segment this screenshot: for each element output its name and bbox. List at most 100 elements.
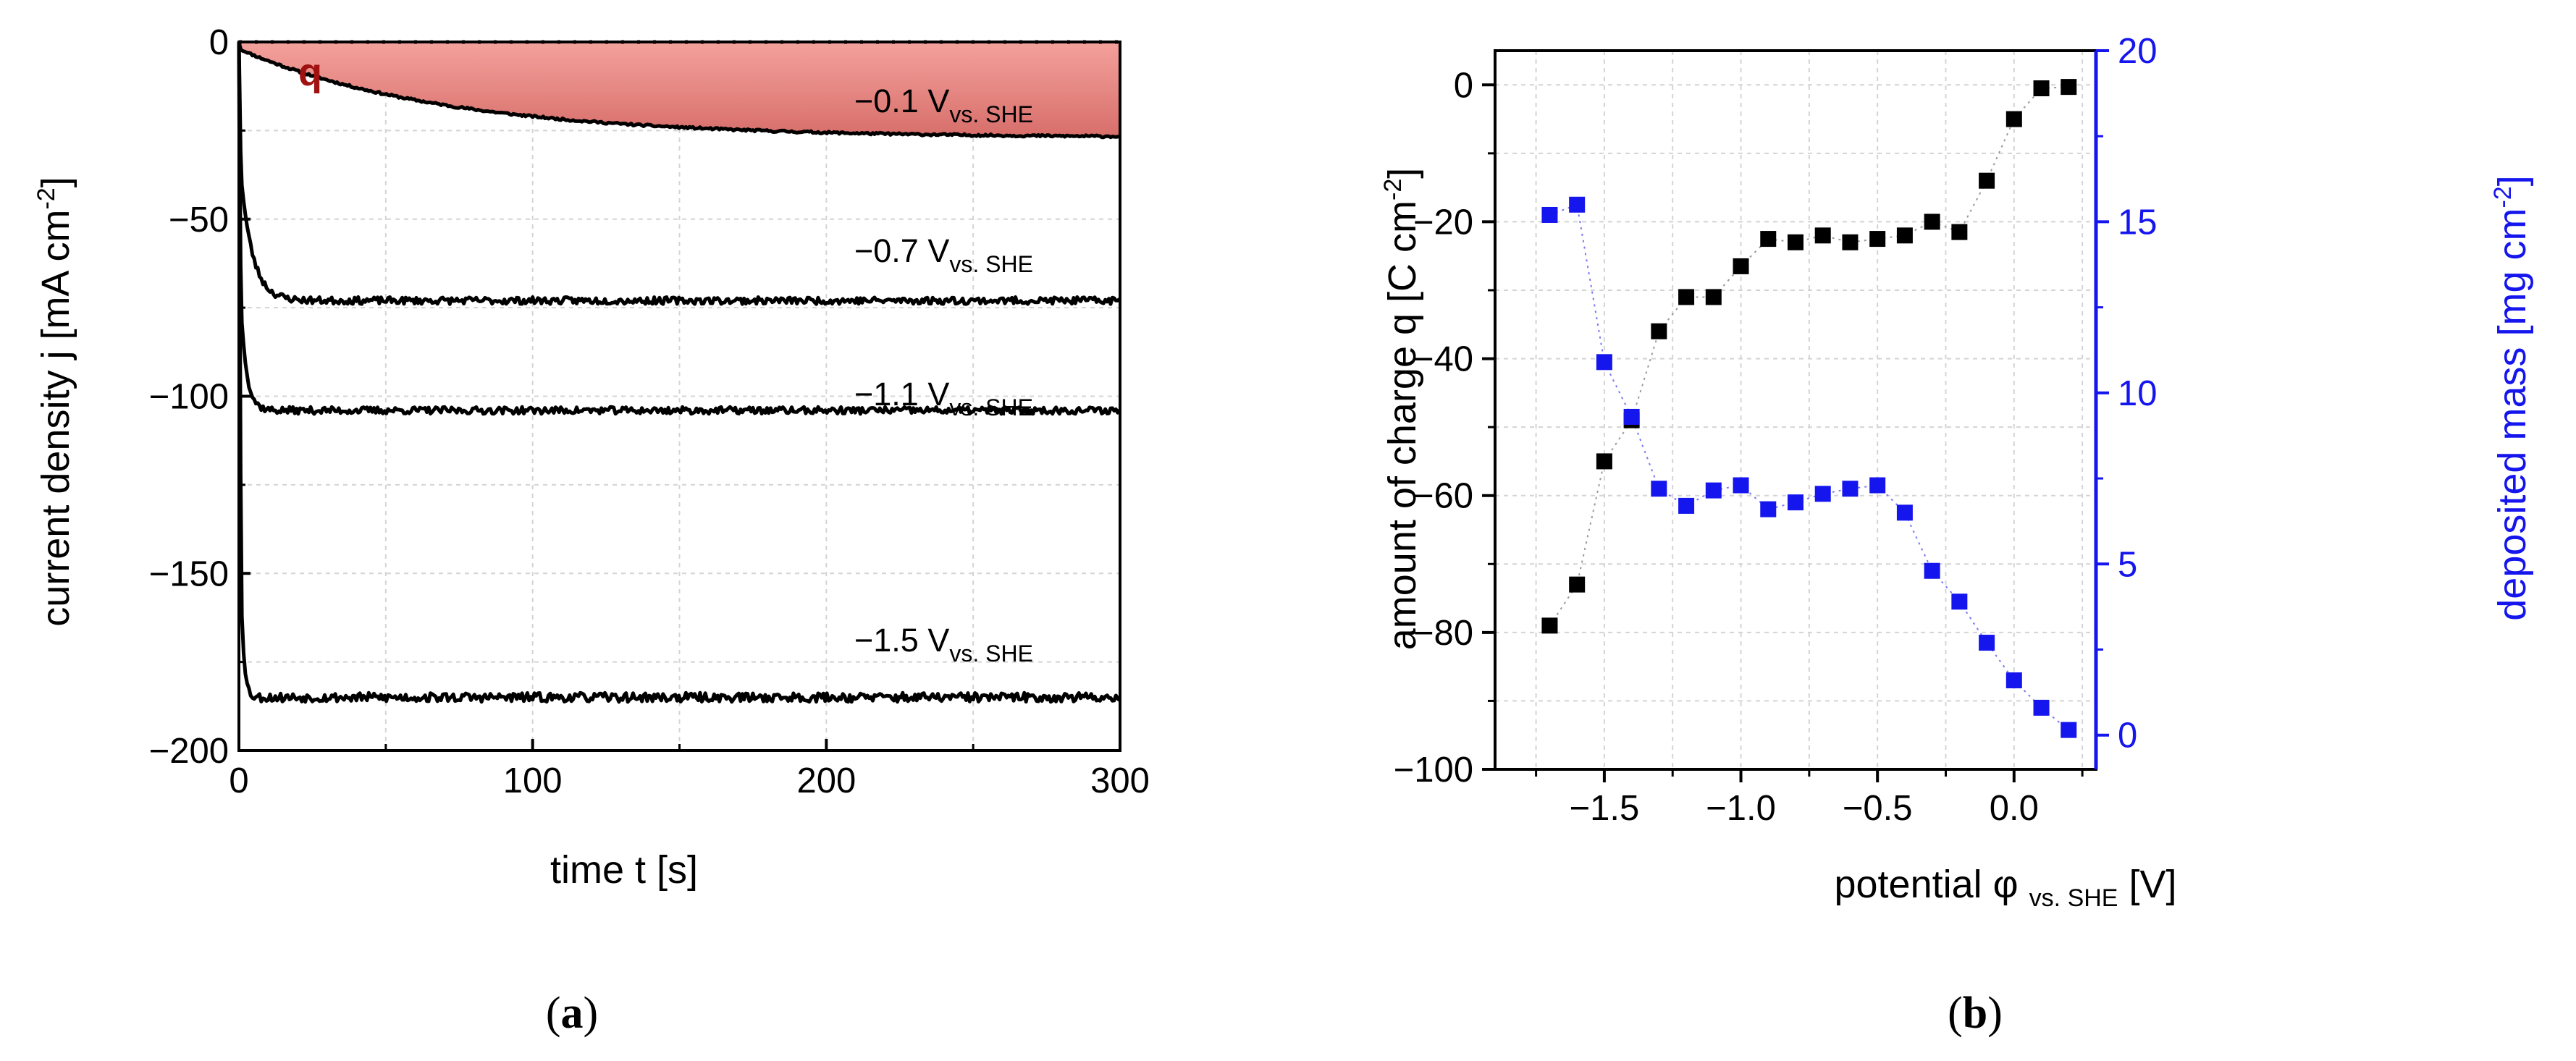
panel-b-x-axis-label-sub: vs. SHE <box>2029 884 2118 912</box>
panel-b-mass-point <box>2005 672 2022 689</box>
panel-b-y-axis-label-main: amount of charge q [C cm <box>1381 200 1424 650</box>
panel-b-mass-point <box>1842 481 1859 497</box>
panel-b-y-tick-label: 0 <box>1454 66 1473 105</box>
panel-b-mass-point <box>1541 206 1558 223</box>
panel-b-y-axis-label: amount of charge q [C cm-2] <box>1379 168 1424 651</box>
panel-b-x-axis-label: potential φ vs. SHE [V] <box>1834 863 2176 912</box>
panel-a-y-axis-label: current density j [mA cm-2] <box>33 177 77 626</box>
panel-a-curve-label-1-1: −1.1 Vvs. SHE <box>854 376 1033 420</box>
panel-b-mass-point <box>1760 501 1777 517</box>
panel-b-x-tick-label: 0.0 <box>1990 789 2039 828</box>
panel-b-y-tick-label: −100 <box>1394 751 1473 790</box>
panel-a-curve-label-0-1: −0.1 Vvs. SHE <box>854 83 1033 127</box>
panel-a-curve-label-1-1-sub: vs. SHE <box>949 394 1033 420</box>
panel-b-y2-axis-label-end: ] <box>2491 175 2534 186</box>
panel-b-charge-point <box>1705 289 1722 305</box>
panel-b-charge-point <box>2061 79 2077 96</box>
panel-b-chart: −1.5 −1.0 −0.5 0.0 0 −20 −40 −60 −80 −100 0 5 10 15… <box>1379 32 2534 1038</box>
panel-b-charge-point <box>1733 258 1749 274</box>
panel-b-x-ticks: −1.5 −1.0 −0.5 0.0 <box>1535 769 2084 828</box>
panel-b-mass-point <box>1651 481 1667 497</box>
panel-a-shaded-label-q: q <box>298 51 322 94</box>
panel-b-charge-point <box>1569 576 1586 593</box>
panel-b-y-tick-label: −80 <box>1413 614 1473 653</box>
panel-b-charge-point <box>1541 617 1558 634</box>
panel-b-y2-tick-label: 10 <box>2118 374 2158 413</box>
panel-a-caption-open: ( <box>546 989 561 1038</box>
panel-b-charge-point <box>1596 453 1612 470</box>
panel-b-mass-point <box>1951 593 1968 610</box>
panel-b-charge-point <box>1979 172 1995 189</box>
panel-b-gridlines <box>1495 51 2096 769</box>
panel-b-mass-point <box>2033 699 2050 716</box>
panel-b-y2-tick-label: 5 <box>2118 545 2137 584</box>
panel-a-curve-label-0-7: −0.7 Vvs. SHE <box>854 232 1033 277</box>
panel-b-y-axis-label-end: ] <box>1381 168 1424 179</box>
panel-b-charge-point <box>2005 111 2022 127</box>
panel-b-y2-ticks: 0 5 10 15 20 <box>2096 32 2158 756</box>
panel-a-curve-label-0-1-main: −0.1 V <box>854 83 949 119</box>
panel-b-data-points <box>1541 79 2077 738</box>
panel-b-caption-open: ( <box>1948 989 1963 1038</box>
panel-b-mass-point <box>1705 482 1722 499</box>
panel-b-charge-point <box>1896 227 1913 244</box>
panel-b-x-tick-label: −0.5 <box>1843 789 1913 828</box>
panel-b-x-tick-label: −1.0 <box>1706 789 1776 828</box>
panel-a-charge-area-q <box>239 42 1120 138</box>
panel-b-y-tick-label: −20 <box>1413 203 1473 242</box>
panel-a-series-lines <box>237 41 1121 704</box>
panel-a-curve-label-1-1-main: −1.1 V <box>854 376 949 413</box>
panel-b-y2-tick-label: 15 <box>2118 203 2158 242</box>
panel-a-curve-label-1-5: −1.5 Vvs. SHE <box>854 622 1033 667</box>
panel-a-caption: (a) <box>546 989 598 1038</box>
panel-a-y-ticks: 0 −50 −100 −150 −200 <box>149 23 251 771</box>
panel-a-y-axis-label-main: current density j [mA cm <box>34 210 77 627</box>
panel-b-charge-point <box>1842 234 1859 250</box>
panel-a-x-ticks: 0 100 200 300 <box>229 739 1150 800</box>
panel-b-plot-frame <box>1494 49 2097 771</box>
panel-a-x-axis-label: time t [s] <box>550 848 698 892</box>
panel-b-charge-point <box>1951 224 1968 240</box>
panel-a-x-tick-label: 0 <box>229 761 248 800</box>
panel-b-mass-point <box>1733 477 1749 494</box>
panel-b-charge-point <box>1788 234 1803 250</box>
panel-a-y-tick-label: 0 <box>209 23 229 62</box>
panel-b-x-tick-label: −1.5 <box>1570 789 1640 828</box>
panel-b-connector-line <box>1549 203 2069 731</box>
panel-b-y2-tick-label: 0 <box>2118 717 2137 756</box>
panel-a-x-tick-label: 300 <box>1090 761 1150 800</box>
panel-a-curve-label-1-5-sub: vs. SHE <box>949 641 1033 667</box>
panel-a-y-axis-label-end: ] <box>34 177 77 187</box>
panel-a-series-line <box>237 41 1121 416</box>
panel-b-charge-point <box>1814 227 1831 244</box>
panel-a-y-tick-label: −100 <box>149 378 229 417</box>
panel-b-y-tick-label: −60 <box>1413 477 1473 516</box>
panel-b-mass-point <box>1814 486 1831 502</box>
panel-a-curve-label-1-5-main: −1.5 V <box>854 622 949 659</box>
panel-b-charge-point <box>1924 214 1940 230</box>
panel-b-caption-close: ) <box>1987 989 2003 1038</box>
panel-b-connector-lines <box>1549 86 2069 731</box>
panel-a-caption-close: ) <box>584 989 599 1038</box>
panel-b-y2-axis-label-main: deposited mass [mg cm <box>2491 208 2534 621</box>
panel-a-x-tick-label: 200 <box>796 761 856 800</box>
panel-b-caption: (b) <box>1948 989 2003 1038</box>
panel-a-series-line <box>237 41 1121 704</box>
panel-b-y2-tick-label: 20 <box>2118 32 2158 71</box>
panel-b-mass-point <box>1869 477 1886 494</box>
panel-b-y2-axis-label-sup: -2 <box>2489 186 2517 208</box>
panel-b-charge-point <box>1869 231 1886 248</box>
panel-b-y2-axis-label: deposited mass [mg cm-2] <box>2489 175 2534 620</box>
panel-b-mass-point <box>1896 504 1913 521</box>
panel-a-curve-label-0-7-sub: vs. SHE <box>949 251 1033 277</box>
panel-b-charge-point <box>1651 323 1667 339</box>
panel-b-mass-point <box>1569 196 1586 213</box>
panel-b-x-axis-label-end: [V] <box>2118 863 2176 906</box>
panel-b-x-axis-label-main: potential φ <box>1834 863 2029 906</box>
panel-a-series-line <box>237 41 1121 306</box>
panel-b-charge-point <box>1760 231 1777 248</box>
panel-a-x-tick-label: 100 <box>503 761 563 800</box>
panel-b-mass-point <box>1924 562 1940 579</box>
panel-a-caption-letter: a <box>561 989 584 1038</box>
panel-b-y-axis-label-sup: -2 <box>1379 179 1407 200</box>
